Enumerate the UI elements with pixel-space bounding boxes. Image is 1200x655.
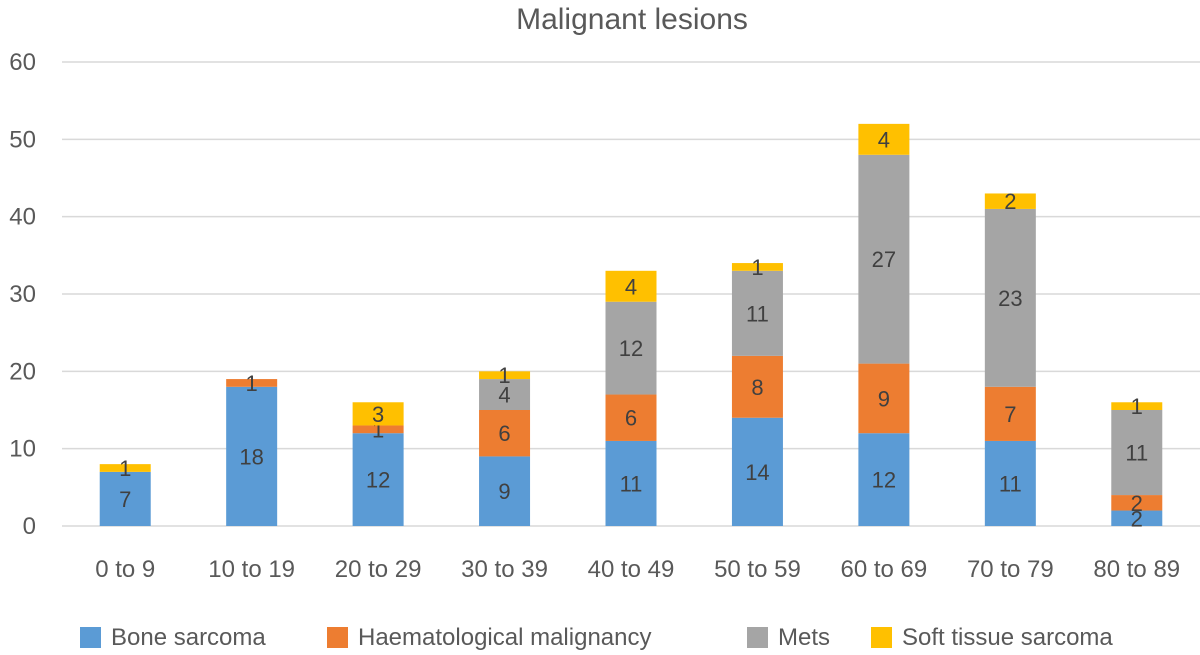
- data-label: 14: [745, 460, 769, 485]
- bar-segment-haematological-malignancy: [984, 386, 1036, 441]
- x-tick-label: 10 to 19: [208, 556, 295, 583]
- bar-segment-haematological-malignancy: [858, 363, 910, 434]
- x-tick-label: 60 to 69: [841, 556, 928, 583]
- data-label: 7: [1004, 402, 1016, 427]
- bar-segment-haematological-malignancy: [226, 379, 278, 387]
- data-label: 7: [119, 487, 131, 512]
- bar-segment-bone-sarcoma: [99, 471, 151, 526]
- data-label: 1: [498, 363, 510, 388]
- y-tick-label: 40: [9, 204, 36, 231]
- y-tick-label: 10: [9, 436, 36, 463]
- legend-swatch: [80, 627, 101, 648]
- bar-segment-bone-sarcoma: [858, 433, 910, 526]
- data-label: 1: [1131, 394, 1143, 419]
- bar-segment-soft-tissue-sarcoma: [352, 402, 404, 426]
- y-tick-label: 60: [9, 49, 36, 76]
- bar-segment-bone-sarcoma: [226, 386, 278, 526]
- x-tick-label: 80 to 89: [1093, 556, 1180, 583]
- chart-title: Malignant lesions: [516, 3, 748, 36]
- bar-segment-soft-tissue-sarcoma: [99, 464, 151, 472]
- bar-segment-haematological-malignancy: [352, 425, 404, 434]
- bar-segment-mets: [731, 270, 783, 356]
- y-tick-label: 0: [23, 513, 36, 540]
- legend-label: Bone sarcoma: [111, 624, 266, 651]
- bar-segment-mets: [605, 301, 657, 395]
- data-label: 12: [619, 336, 643, 361]
- data-label: 3: [372, 402, 384, 427]
- y-tick-label: 50: [9, 126, 36, 153]
- data-label: 8: [751, 375, 763, 400]
- data-label: 1: [119, 456, 131, 481]
- bar-segment-soft-tissue-sarcoma: [1111, 402, 1163, 410]
- bar-segment-bone-sarcoma: [1111, 510, 1163, 526]
- data-label: 11: [1125, 441, 1148, 466]
- legend-label: Soft tissue sarcoma: [902, 624, 1113, 651]
- x-tick-label: 50 to 59: [714, 556, 801, 583]
- bar-segment-bone-sarcoma: [605, 440, 657, 526]
- bar-segment-soft-tissue-sarcoma: [984, 193, 1036, 209]
- data-label: 6: [625, 406, 637, 431]
- bar-stacks: 71 18112139641116124148111129274117232221…: [99, 123, 1163, 531]
- bar-segment-bone-sarcoma: [984, 440, 1036, 526]
- data-label: 4: [498, 383, 510, 408]
- bar-segment-mets: [1111, 410, 1163, 496]
- data-label: 4: [625, 274, 637, 299]
- legend-swatch: [747, 627, 768, 648]
- data-label: 12: [872, 468, 896, 493]
- x-tick-label: 70 to 79: [967, 556, 1054, 583]
- data-label: 27: [872, 247, 896, 272]
- bar-segment-haematological-malignancy: [605, 394, 657, 441]
- bar-segment-soft-tissue-sarcoma: [605, 270, 657, 302]
- data-label: 11: [999, 471, 1022, 496]
- bar-segment-mets: [984, 208, 1036, 387]
- x-tick-label: 30 to 39: [461, 556, 548, 583]
- bar-segment-haematological-malignancy: [479, 410, 531, 457]
- bar-segment-soft-tissue-sarcoma: [858, 123, 910, 155]
- data-label: 2: [1004, 189, 1016, 214]
- legend-label: Haematological malignancy: [358, 624, 651, 651]
- bar-segment-mets: [858, 154, 910, 364]
- data-label: 12: [366, 468, 390, 493]
- data-label: 2: [1131, 491, 1143, 516]
- data-label: 1: [751, 255, 763, 280]
- data-label: 2: [1131, 506, 1143, 531]
- data-label: 6: [498, 421, 510, 446]
- data-label: 9: [498, 479, 510, 504]
- y-tick-label: 30: [9, 281, 36, 308]
- bar-segment-bone-sarcoma: [352, 433, 404, 526]
- y-tick-label: 20: [9, 358, 36, 385]
- data-label: 1: [246, 371, 258, 396]
- data-label: 11: [746, 301, 769, 326]
- x-tick-label: 20 to 29: [335, 556, 422, 583]
- x-tick-label: 40 to 49: [588, 556, 675, 583]
- legend: Bone sarcoma Haematological malignancy Met…: [80, 624, 1113, 651]
- bar-segment-bone-sarcoma: [479, 456, 531, 526]
- legend-swatch: [871, 627, 892, 648]
- x-axis-ticks: 0 to 9 10 to 19 20 to 29 30 to 39 40 to 49 50…: [95, 556, 1180, 583]
- legend-label: Mets: [778, 624, 830, 651]
- bar-segment-soft-tissue-sarcoma: [731, 263, 783, 271]
- bar-segment-soft-tissue-sarcoma: [479, 371, 531, 380]
- y-axis-ticks: 0 10 20 30 40 50 60: [9, 49, 36, 540]
- legend-swatch: [327, 627, 348, 648]
- data-label: 11: [620, 471, 643, 496]
- data-label: 18: [239, 444, 263, 469]
- bar-segment-mets: [479, 379, 531, 410]
- bar-segment-haematological-malignancy: [1111, 495, 1163, 511]
- bar-segment-bone-sarcoma: [731, 417, 783, 526]
- data-label: 4: [878, 127, 890, 152]
- bar-segment-haematological-malignancy: [731, 355, 783, 418]
- data-label: 23: [998, 286, 1022, 311]
- x-tick-label: 0 to 9: [95, 556, 155, 583]
- data-label: 9: [878, 386, 890, 411]
